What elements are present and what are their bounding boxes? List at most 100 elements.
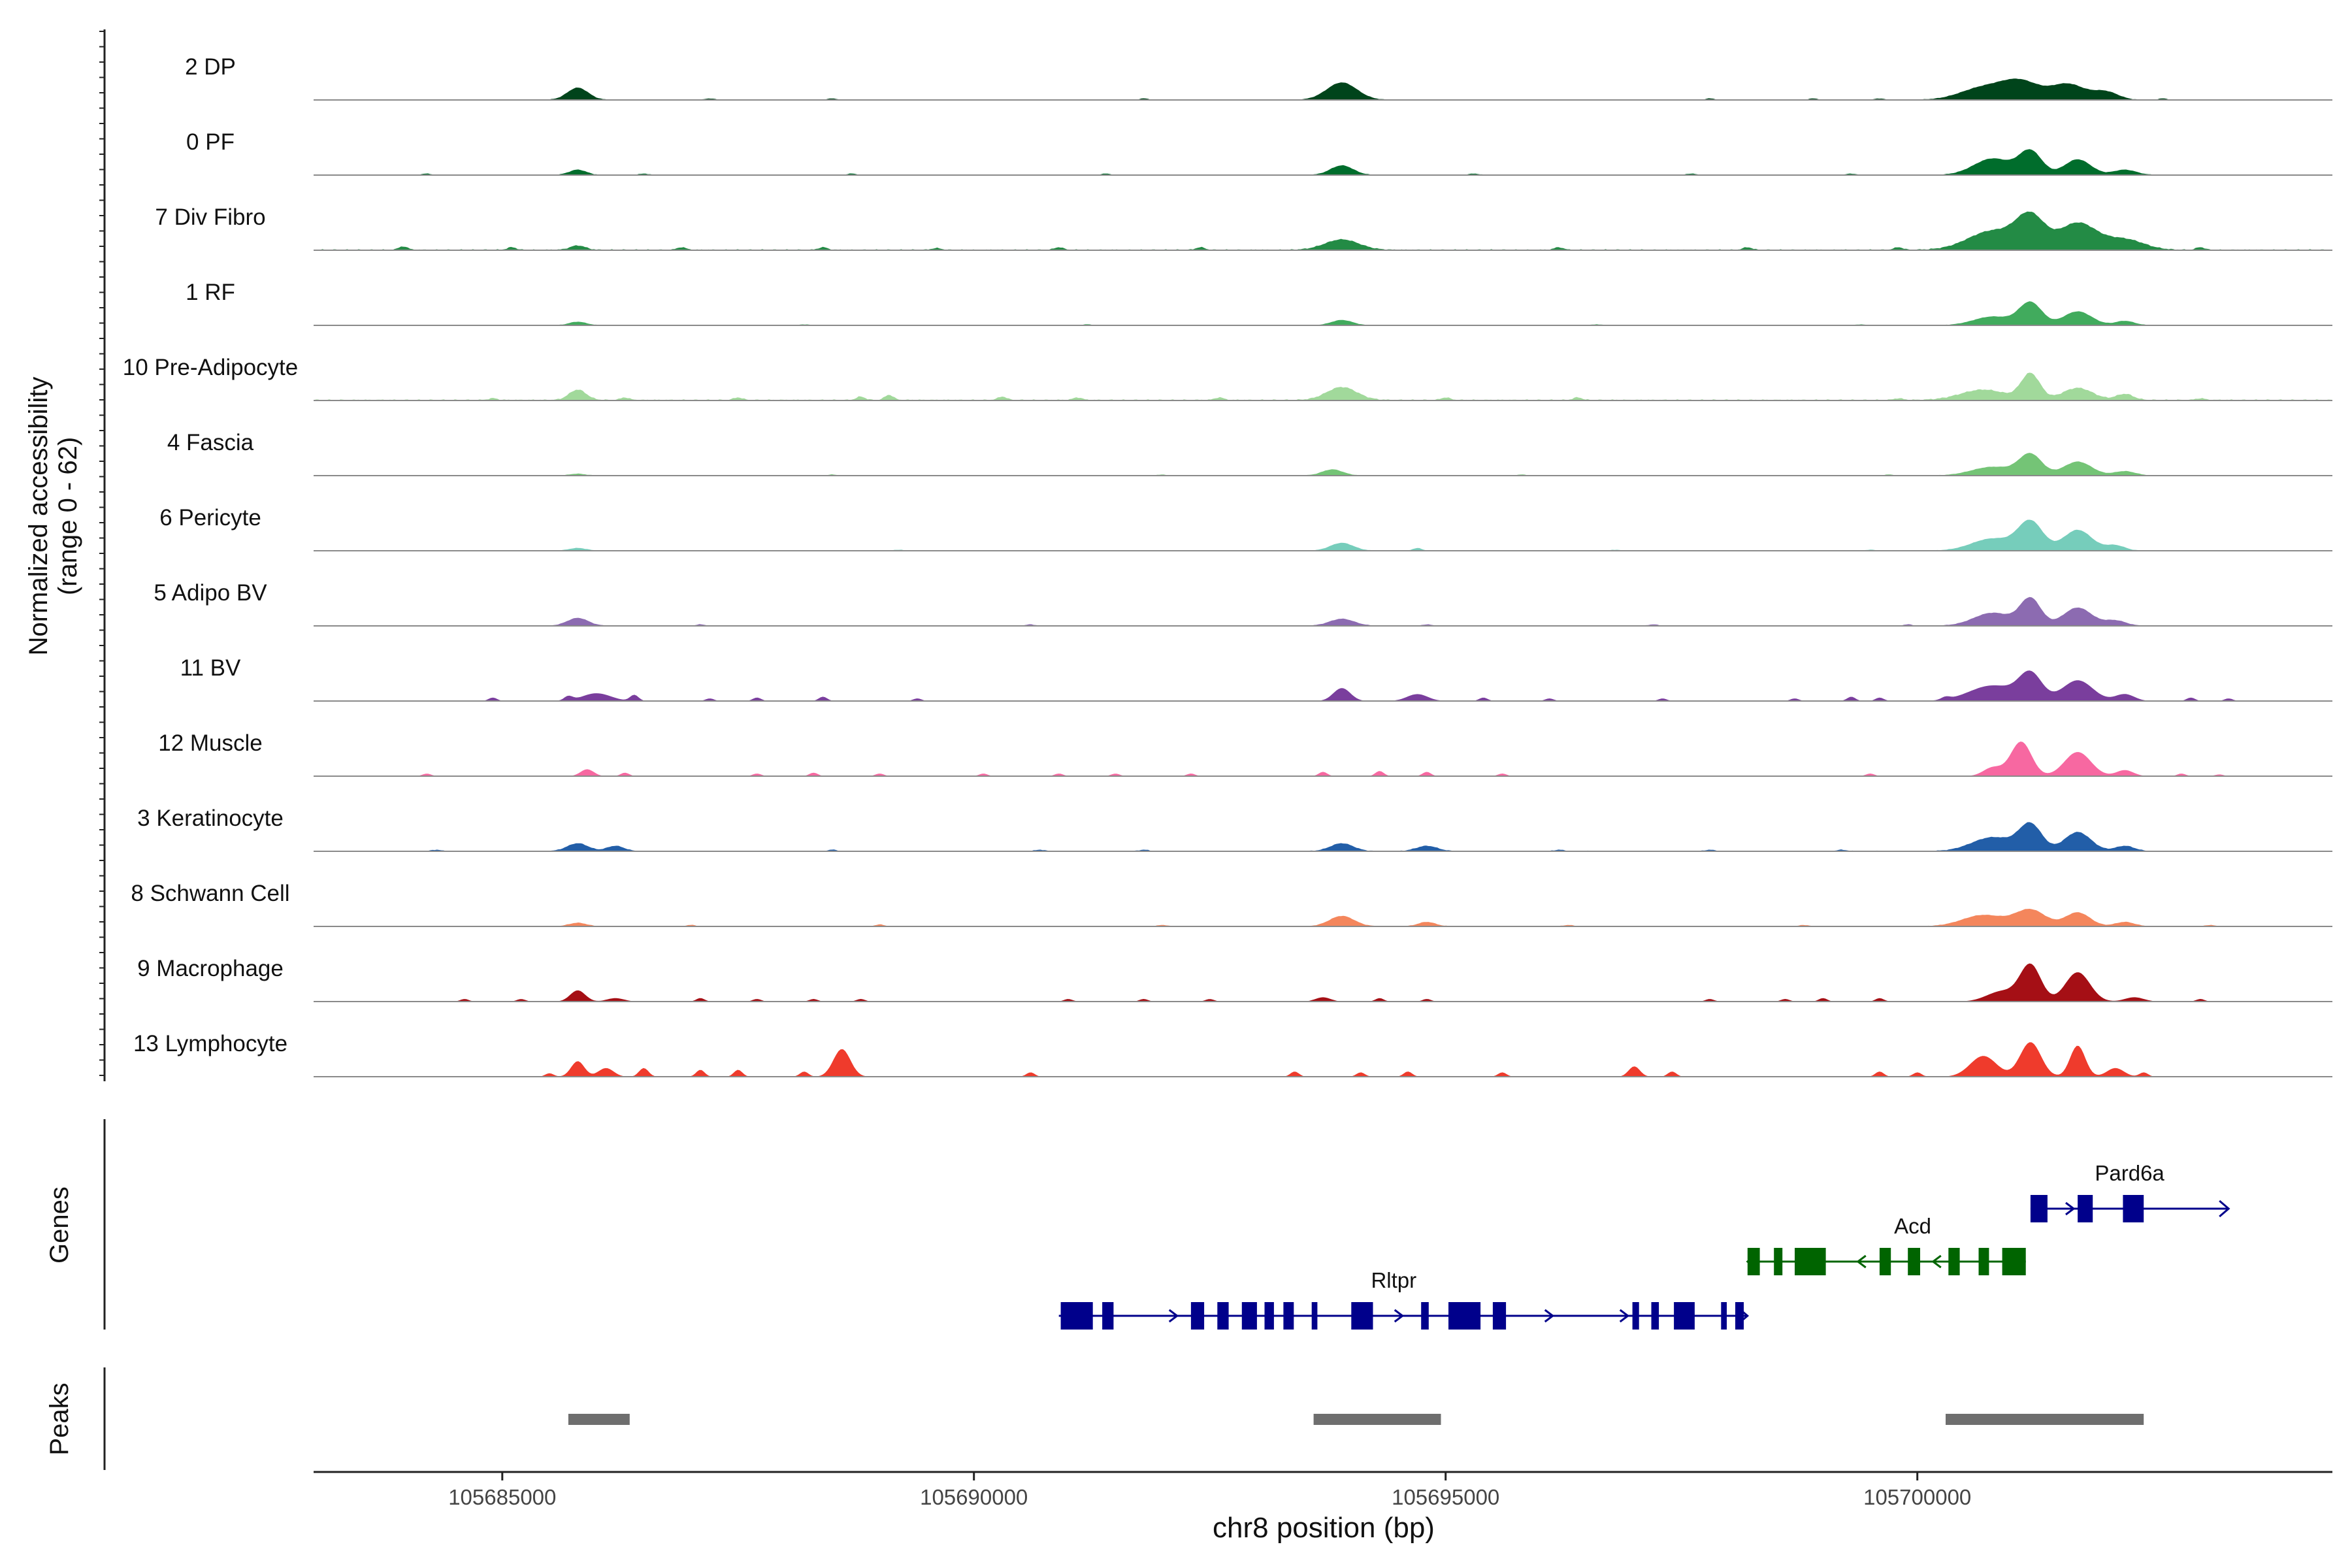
track-label: 12 Muscle bbox=[158, 730, 263, 756]
peak-regions-track bbox=[568, 1414, 2144, 1425]
x-axis-title: chr8 position (bp) bbox=[1213, 1512, 1435, 1544]
coverage-area-5-adipo-bv bbox=[314, 596, 2332, 626]
exon bbox=[1948, 1248, 1960, 1275]
track-6-pericyte: 6 Pericyte bbox=[159, 505, 2332, 551]
strand-arrow bbox=[1168, 1309, 1179, 1323]
peak-region bbox=[1946, 1414, 2144, 1425]
exon bbox=[1795, 1248, 1826, 1275]
gene-annotation-track: Pard6a Acd Rltpr bbox=[1058, 1161, 2230, 1330]
y-axis-label-line1: Normalized accessibility bbox=[24, 377, 53, 656]
exon bbox=[1735, 1302, 1744, 1330]
track-label: 6 Pericyte bbox=[159, 505, 261, 531]
x-tick-label: 105685000 bbox=[448, 1485, 556, 1509]
exon bbox=[1492, 1302, 1507, 1330]
track-9-macrophage: 9 Macrophage bbox=[137, 956, 2332, 1002]
exon bbox=[2002, 1248, 2026, 1275]
exon bbox=[1264, 1302, 1274, 1330]
exon bbox=[1978, 1248, 1989, 1275]
track-12-muscle: 12 Muscle bbox=[158, 730, 2332, 777]
exon bbox=[1747, 1248, 1760, 1275]
coverage-area-9-macrophage bbox=[314, 963, 2332, 1002]
exon bbox=[1311, 1302, 1318, 1330]
gene-label: Rltpr bbox=[1371, 1268, 1416, 1292]
track-label: 10 Pre-Adipocyte bbox=[123, 355, 298, 380]
exon bbox=[1632, 1302, 1639, 1330]
coverage-area-1-rf bbox=[314, 301, 2332, 325]
gene-label: Pard6a bbox=[2095, 1161, 2164, 1185]
coverage-area-7-div-fibro bbox=[314, 211, 2332, 250]
track-13-lymphocyte: 13 Lymphocyte bbox=[133, 1031, 2332, 1077]
strand-arrow bbox=[2065, 1201, 2076, 1216]
x-axis-ticks: 105685000 105690000 105695000 105700000 bbox=[448, 1472, 1971, 1509]
exon bbox=[1241, 1302, 1257, 1330]
track-label: 7 Div Fibro bbox=[155, 204, 265, 230]
track-label: 5 Adipo BV bbox=[154, 580, 267, 606]
coverage-area-4-fascia bbox=[314, 453, 2332, 476]
gene-acd: Acd bbox=[1746, 1214, 2026, 1275]
track-label: 1 RF bbox=[186, 280, 235, 305]
exon bbox=[1283, 1302, 1294, 1330]
coverage-y-axis-minor-ticks bbox=[99, 31, 105, 1076]
peak-region bbox=[568, 1414, 630, 1425]
exon bbox=[1102, 1302, 1114, 1330]
gene-rltpr: Rltpr bbox=[1058, 1268, 1750, 1330]
track-7-div-fibro: 7 Div Fibro bbox=[155, 204, 2332, 251]
track-8-schwann-cell: 8 Schwann Cell bbox=[131, 881, 2332, 927]
track-label: 2 DP bbox=[185, 54, 236, 80]
exon bbox=[1651, 1302, 1659, 1330]
coverage-area-8-schwann-cell bbox=[314, 909, 2332, 926]
x-tick-label: 105695000 bbox=[1392, 1485, 1499, 1509]
exon bbox=[1908, 1248, 1920, 1275]
exon bbox=[2030, 1195, 2048, 1222]
exon bbox=[1190, 1302, 1205, 1330]
coverage-area-3-keratinocyte bbox=[314, 822, 2332, 851]
strand-end-arrow bbox=[2219, 1200, 2230, 1218]
exon bbox=[1774, 1248, 1783, 1275]
track-3-keratinocyte: 3 Keratinocyte bbox=[137, 806, 2332, 852]
coverage-area-0-pf bbox=[314, 149, 2332, 175]
coverage-tracks: 2 DP 0 PF 7 Div Fibro 1 RF 10 Pre-Adipocyte 4… bbox=[123, 54, 2332, 1077]
gene-label: Acd bbox=[1894, 1214, 1931, 1238]
peaks-track-label: Peaks bbox=[45, 1382, 74, 1455]
coverage-area-12-muscle bbox=[314, 742, 2332, 776]
coverage-area-10-pre-adipocyte bbox=[314, 372, 2332, 400]
exon bbox=[1674, 1302, 1695, 1330]
strand-arrow bbox=[1394, 1309, 1405, 1323]
gene-pard6a: Pard6a bbox=[2030, 1161, 2230, 1222]
track-label: 3 Keratinocyte bbox=[137, 806, 284, 831]
genes-track-label: Genes bbox=[45, 1186, 74, 1264]
strand-arrow bbox=[1931, 1254, 1942, 1269]
exon bbox=[2123, 1195, 2144, 1222]
strand-arrow bbox=[1544, 1309, 1555, 1323]
coverage-area-2-dp bbox=[314, 78, 2332, 100]
exon bbox=[1060, 1302, 1093, 1330]
track-5-adipo-bv: 5 Adipo BV bbox=[154, 580, 2332, 627]
strand-arrow bbox=[1856, 1254, 1867, 1269]
x-tick-label: 105700000 bbox=[1863, 1485, 1971, 1509]
track-2-dp: 2 DP bbox=[185, 54, 2332, 101]
exon bbox=[1351, 1302, 1373, 1330]
track-label: 4 Fascia bbox=[167, 430, 254, 455]
track-0-pf: 0 PF bbox=[186, 129, 2332, 176]
strand-arrow bbox=[1619, 1309, 1630, 1323]
track-10-pre-adipocyte: 10 Pre-Adipocyte bbox=[123, 355, 2332, 401]
x-tick-label: 105690000 bbox=[920, 1485, 1028, 1509]
coverage-area-6-pericyte bbox=[314, 519, 2332, 551]
coverage-area-11-bv bbox=[314, 670, 2332, 701]
exon bbox=[2078, 1195, 2093, 1222]
track-1-rf: 1 RF bbox=[186, 280, 2332, 326]
peak-region bbox=[1313, 1414, 1441, 1425]
track-label: 9 Macrophage bbox=[137, 956, 284, 981]
track-label: 11 BV bbox=[180, 655, 241, 681]
track-4-fascia: 4 Fascia bbox=[167, 430, 2332, 476]
y-axis-label-line2: (range 0 - 62) bbox=[54, 437, 82, 595]
exon bbox=[1721, 1302, 1727, 1330]
exon bbox=[1217, 1302, 1229, 1330]
coverage-area-13-lymphocyte bbox=[314, 1042, 2332, 1077]
track-label: 8 Schwann Cell bbox=[131, 881, 289, 906]
track-label: 13 Lymphocyte bbox=[133, 1031, 287, 1056]
exon bbox=[1448, 1302, 1481, 1330]
exon bbox=[1879, 1248, 1891, 1275]
track-label: 0 PF bbox=[186, 129, 235, 155]
